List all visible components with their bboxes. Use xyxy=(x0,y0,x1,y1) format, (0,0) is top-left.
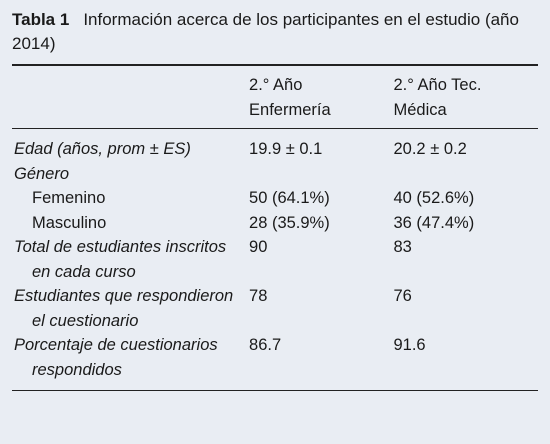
cell: 86.7 xyxy=(249,336,282,354)
table-header: 2.° Año Enfermería 2.° Año Tec. Médica xyxy=(12,65,538,129)
table: 2.° Año Enfermería 2.° Año Tec. Médica Ed… xyxy=(12,64,538,391)
cell xyxy=(394,162,539,187)
row-label: Edad (años, prom ± ES) xyxy=(14,140,191,158)
table-caption: Tabla 1 Información acerca de los partici… xyxy=(12,8,537,56)
row-label: Porcentaje de cuestionarios respondidos xyxy=(14,336,218,379)
row-label: Femenino xyxy=(32,189,106,207)
table-row: Porcentaje de cuestionarios respondidos 8… xyxy=(12,333,538,391)
table-title: Información acerca de los participantes … xyxy=(12,10,519,53)
cell xyxy=(249,162,393,187)
cell: 40 (52.6%) xyxy=(393,189,475,207)
table-row: Masculino 28 (35.9%) 36 (47.4%) xyxy=(12,211,538,236)
header-row: 2.° Año Enfermería 2.° Año Tec. Médica xyxy=(12,65,538,129)
table-body: Edad (años, prom ± ES) 19.9 ± 0.1 20.2 ± 0… xyxy=(12,129,538,391)
cell: 83 xyxy=(393,238,412,256)
table-row: Género xyxy=(12,162,538,187)
column-header: 2.° Año Enfermería xyxy=(249,76,331,119)
cell: 90 xyxy=(249,238,268,256)
column-header: 2.° Año Tec. Médica xyxy=(393,76,482,119)
cell: 28 (35.9%) xyxy=(249,213,330,232)
header-cell: 2.° Año Tec. Médica xyxy=(394,65,539,129)
cell: 76 xyxy=(393,287,412,305)
cell: 78 xyxy=(249,287,268,305)
table-row: Total de estudiantes inscritos en cada c… xyxy=(12,235,538,284)
cell: 50 (64.1%) xyxy=(249,189,330,207)
row-label: Total de estudiantes inscritos en cada c… xyxy=(14,238,227,281)
cell: 20.2 ± 0.2 xyxy=(393,140,467,158)
table-row: Edad (años, prom ± ES) 19.9 ± 0.1 20.2 ± 0… xyxy=(12,129,538,162)
cell: 19.9 ± 0.1 xyxy=(249,140,323,158)
header-cell: 2.° Año Enfermería xyxy=(249,65,393,129)
row-label: Género xyxy=(14,164,70,183)
row-label: Masculino xyxy=(32,213,107,232)
table-row: Femenino 50 (64.1%) 40 (52.6%) xyxy=(12,186,538,211)
cell: 36 (47.4%) xyxy=(393,213,475,232)
table-row: Estudiantes que respondieron el cuestion… xyxy=(12,284,538,333)
row-label: Estudiantes que respondieron el cuestion… xyxy=(14,287,234,330)
table-label: Tabla 1 xyxy=(12,10,70,29)
header-cell xyxy=(12,65,249,129)
cell: 91.6 xyxy=(393,336,426,354)
